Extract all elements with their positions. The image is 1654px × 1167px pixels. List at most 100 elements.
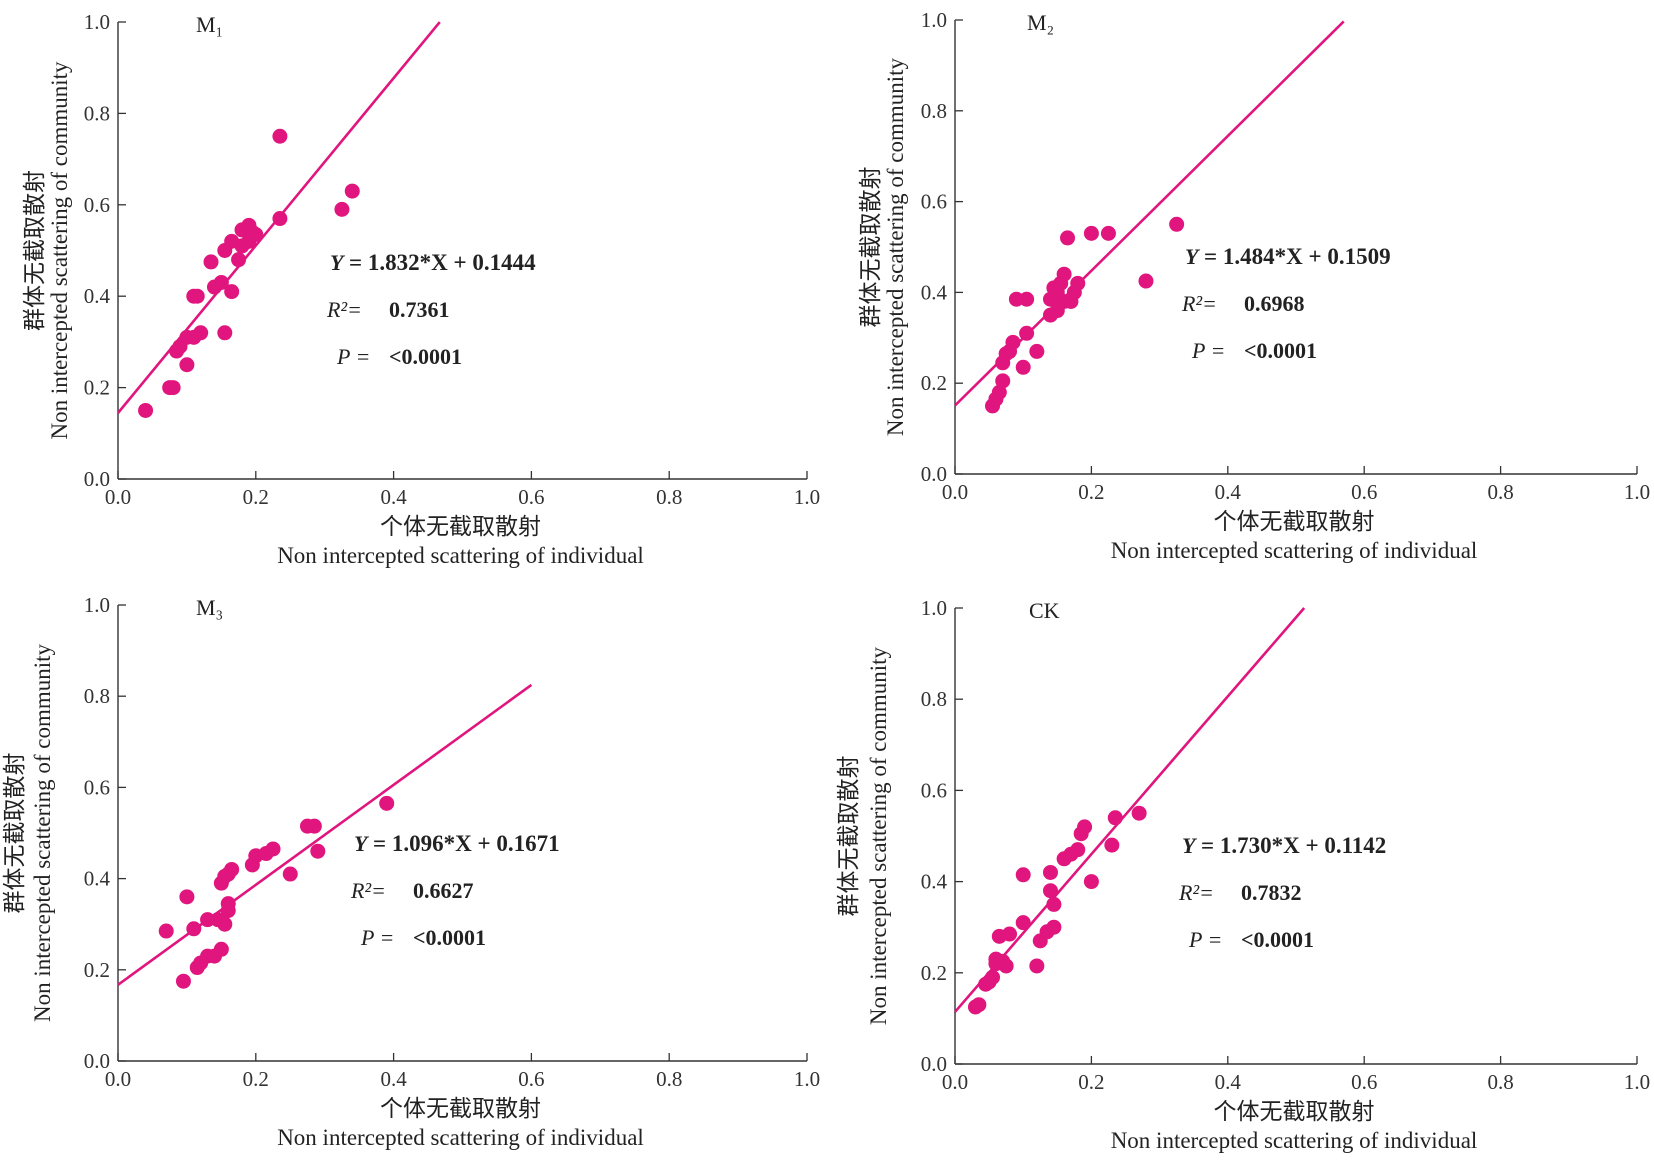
x-tick-label: 0.4 <box>380 1067 407 1091</box>
x-tick-label: 0.8 <box>1487 480 1513 504</box>
x-tick-label: 0.6 <box>1351 1070 1377 1094</box>
data-point <box>224 284 240 300</box>
equation-y-label: Y <box>354 831 370 856</box>
y-tick-label: 0.0 <box>921 462 947 486</box>
data-point <box>971 997 987 1013</box>
p-value-label: P = <box>360 925 394 950</box>
regression-equation: = 1.096*X + 0.1671 <box>373 831 560 856</box>
data-point <box>272 211 288 227</box>
x-tick-label: 0.2 <box>243 485 269 509</box>
data-point <box>334 201 350 217</box>
data-point <box>217 325 233 341</box>
data-point <box>220 896 236 912</box>
data-point <box>1070 842 1086 858</box>
y-tick-label: 0.0 <box>84 1049 110 1073</box>
data-point <box>203 254 219 270</box>
data-point <box>179 357 195 373</box>
x-axis-title-cn: 个体无截取散射 <box>380 1096 541 1121</box>
y-tick-label: 1.0 <box>84 593 110 617</box>
data-point <box>985 969 1001 985</box>
r-squared-label: R²= <box>1178 880 1214 905</box>
x-tick-label: 0.6 <box>518 485 544 509</box>
y-tick-label: 0.4 <box>921 280 948 304</box>
regression-equation: = 1.832*X + 0.1444 <box>349 250 536 275</box>
regression-equation: = 1.730*X + 0.1142 <box>1201 833 1386 858</box>
data-point <box>189 288 205 304</box>
y-tick-label: 0.2 <box>921 961 947 985</box>
y-tick-label: 1.0 <box>84 10 110 34</box>
x-axis-title-en: Non intercepted scattering of individual <box>277 543 644 568</box>
data-point <box>1169 216 1185 232</box>
x-axis-title-cn: 个体无截取散射 <box>380 514 541 539</box>
y-tick-label: 0.2 <box>84 376 110 400</box>
x-tick-label: 1.0 <box>794 1067 820 1091</box>
y-tick-label: 0.4 <box>84 867 111 891</box>
data-point <box>1083 874 1099 890</box>
x-axis-title-cn: 个体无截取散射 <box>1214 509 1375 534</box>
y-axis-title-cn: 群体无截取散射 <box>858 167 883 328</box>
x-tick-label: 0.6 <box>1351 480 1377 504</box>
regression-equation: = 1.484*X + 0.1509 <box>1204 244 1391 269</box>
data-point <box>1060 230 1076 246</box>
data-point <box>1131 805 1147 821</box>
data-point <box>1019 291 1035 307</box>
y-tick-label: 0.6 <box>84 193 110 217</box>
data-point <box>138 402 154 418</box>
data-point <box>282 866 298 882</box>
data-point <box>1100 225 1116 241</box>
data-point <box>1077 819 1093 835</box>
y-tick-label: 0.4 <box>84 284 111 308</box>
y-axis-title-cn: 群体无截取散射 <box>2 753 27 914</box>
data-point <box>272 128 288 144</box>
x-tick-label: 0.8 <box>1487 1070 1513 1094</box>
data-point <box>306 818 322 834</box>
x-tick-label: 1.0 <box>794 485 820 509</box>
data-point <box>379 795 395 811</box>
x-axis-title-en: Non intercepted scattering of individual <box>277 1125 644 1150</box>
data-point <box>1005 334 1021 350</box>
x-axis-title-en: Non intercepted scattering of individual <box>1111 538 1478 563</box>
p-value-label: P = <box>1191 338 1225 363</box>
data-point <box>1042 883 1058 899</box>
y-tick-label: 0.4 <box>921 870 948 894</box>
x-tick-label: 1.0 <box>1624 1070 1650 1094</box>
data-point <box>158 923 174 939</box>
data-point <box>224 861 240 877</box>
y-axis-title-en: Non intercepted scattering of community <box>866 646 891 1025</box>
data-point <box>165 380 181 396</box>
data-point <box>995 373 1011 389</box>
y-axis-title-en: Non intercepted scattering of community <box>47 61 72 440</box>
x-tick-label: 0.4 <box>380 485 407 509</box>
data-point <box>998 958 1014 974</box>
y-tick-label: 0.8 <box>921 99 947 123</box>
data-point <box>1138 273 1154 289</box>
y-tick-label: 0.8 <box>921 687 947 711</box>
data-point <box>193 325 209 341</box>
r-squared-label: R²= <box>326 297 362 322</box>
x-tick-label: 0.4 <box>1215 1070 1242 1094</box>
y-axis-title-cn: 群体无截取散射 <box>22 170 47 331</box>
p-value-label: P = <box>1188 927 1222 952</box>
equation-y-label: Y <box>1185 244 1201 269</box>
x-tick-label: 0.6 <box>518 1067 544 1091</box>
y-tick-label: 0.8 <box>84 101 110 125</box>
x-tick-label: 0.2 <box>1078 480 1104 504</box>
data-point <box>1002 926 1018 942</box>
p-value-value: <0.0001 <box>389 344 462 369</box>
data-point <box>1046 919 1062 935</box>
y-tick-label: 0.0 <box>84 467 110 491</box>
r-squared-label: R²= <box>1181 291 1217 316</box>
data-point <box>1015 867 1031 883</box>
r-squared-value: 0.7832 <box>1241 880 1302 905</box>
data-point <box>175 973 191 989</box>
panel-ck: 0.00.0 0.2 0.2 0.4 0.4 0.6 0.6 0.8 0.8 1.0 1.0 个体无截… <box>836 596 1650 1153</box>
data-point <box>1046 896 1062 912</box>
data-point <box>200 912 216 928</box>
x-axis-title-cn: 个体无截取散射 <box>1214 1099 1375 1124</box>
x-tick-label: 0.0 <box>942 480 968 504</box>
data-point <box>1056 266 1072 282</box>
x-tick-label: 0.8 <box>656 1067 682 1091</box>
x-tick-label: 0.8 <box>656 485 682 509</box>
data-point <box>265 841 281 857</box>
